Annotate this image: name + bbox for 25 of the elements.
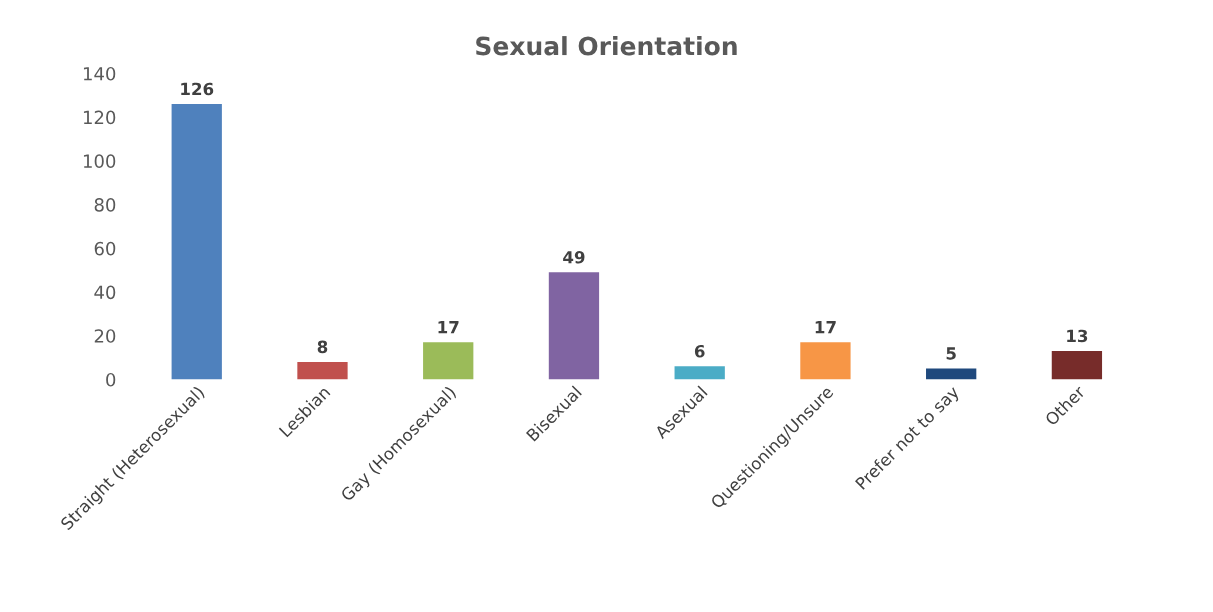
data-label: 13 bbox=[1067, 329, 1088, 343]
y-tick-label: 20 bbox=[94, 329, 116, 343]
bar bbox=[423, 342, 474, 380]
data-label: 49 bbox=[563, 250, 585, 264]
data-label: 8 bbox=[317, 340, 328, 354]
data-label: 17 bbox=[438, 321, 459, 334]
data-label: 5 bbox=[946, 347, 956, 360]
y-tick-label: 100 bbox=[83, 154, 116, 168]
bar bbox=[171, 104, 222, 380]
y-tick-label: 140 bbox=[83, 66, 116, 81]
bar bbox=[297, 361, 348, 380]
data-label: 6 bbox=[694, 344, 705, 358]
y-tick-label: 120 bbox=[83, 110, 116, 125]
bar bbox=[926, 368, 977, 380]
bar bbox=[800, 342, 851, 380]
y-tick-label: 0 bbox=[106, 372, 116, 387]
y-tick-label: 40 bbox=[94, 285, 116, 300]
data-label: 17 bbox=[815, 321, 836, 334]
data-label: 126 bbox=[181, 82, 214, 96]
bar bbox=[548, 272, 600, 380]
y-tick-label: 60 bbox=[94, 241, 116, 256]
chart-title: Sexual Orientation bbox=[476, 36, 737, 56]
bar bbox=[1051, 351, 1103, 380]
y-tick-label: 80 bbox=[94, 198, 116, 212]
bar bbox=[674, 366, 725, 380]
